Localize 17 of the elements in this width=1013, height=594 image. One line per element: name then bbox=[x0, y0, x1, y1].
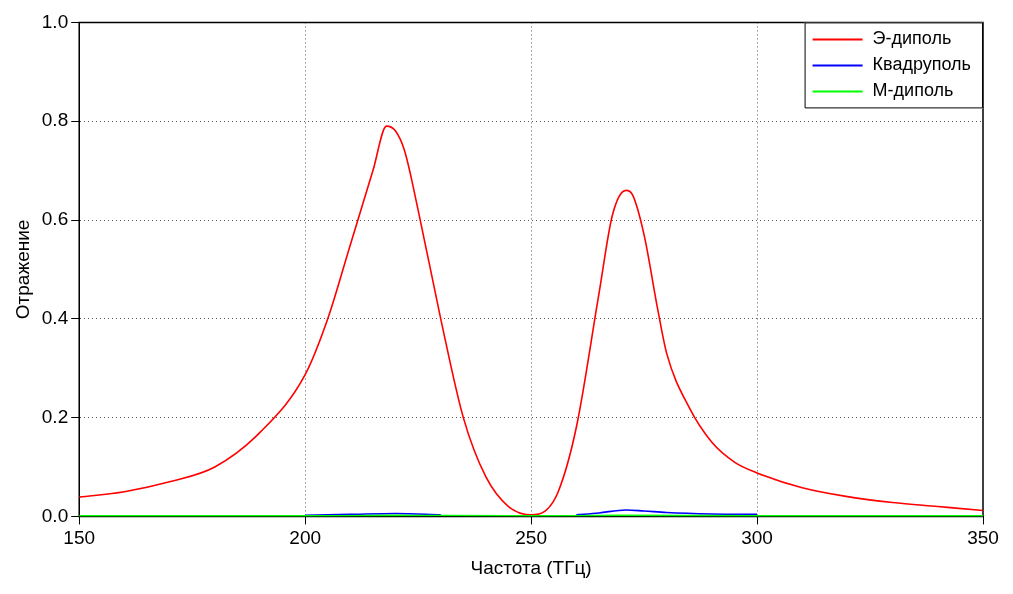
y-tick-label: 0.4 bbox=[41, 307, 69, 329]
y-tick-label: 0.6 bbox=[41, 208, 69, 230]
legend-label: Э-диполь bbox=[872, 28, 952, 49]
line-series bbox=[79, 125, 983, 516]
y-axis-title: Отражение bbox=[11, 219, 33, 320]
x-tick-label: 300 bbox=[741, 527, 773, 549]
y-tick-label: 1.0 bbox=[41, 10, 69, 32]
x-tick-label: 250 bbox=[515, 527, 547, 549]
x-tick-label: 200 bbox=[289, 527, 322, 549]
x-axis-title: Частота (ТГц) bbox=[470, 556, 592, 578]
x-tick-label: 150 bbox=[63, 527, 96, 549]
x-tick-label: 350 bbox=[967, 527, 999, 549]
legend-label: М-диполь bbox=[872, 80, 954, 101]
y-tick-label: 0.8 bbox=[41, 109, 69, 131]
legend-label: Квадруполь bbox=[872, 54, 972, 75]
y-tick-label: 0.2 bbox=[41, 405, 69, 427]
y-tick-label: 0.0 bbox=[41, 504, 69, 526]
